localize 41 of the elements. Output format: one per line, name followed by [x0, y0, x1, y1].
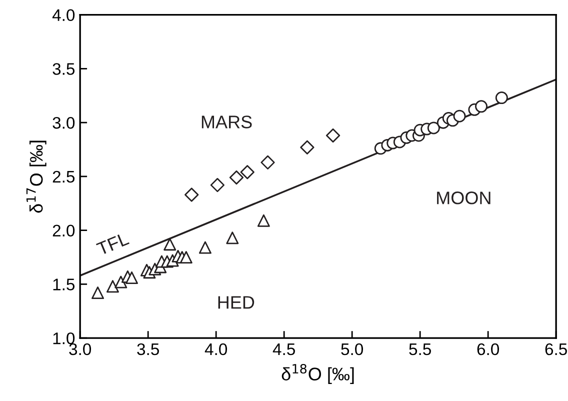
point — [126, 271, 138, 284]
x-tick-label: 3.0 — [69, 343, 92, 356]
x-tick-label: 5.0 — [341, 343, 364, 356]
point — [475, 100, 488, 113]
series-label: MARS — [202, 116, 252, 128]
point — [326, 128, 340, 143]
point — [114, 276, 128, 288]
y-axis-title: δ$^{17}$O [‰] — [26, 140, 46, 213]
point — [260, 155, 275, 170]
point — [300, 140, 314, 154]
point — [184, 188, 199, 202]
point — [164, 238, 176, 251]
point — [257, 214, 270, 227]
x-tick-label: 5.5 — [409, 344, 431, 356]
x-axis-title: δ$^{18}$O [‰] — [282, 364, 354, 384]
x-tick-label: 3.5 — [137, 343, 159, 356]
point — [180, 250, 192, 264]
y-tick-label: 3.5 — [52, 63, 75, 75]
point — [106, 280, 119, 293]
point — [92, 286, 104, 300]
point — [226, 232, 239, 244]
y-tick-label: 1.0 — [53, 332, 75, 344]
y-tick-label: 3.0 — [52, 116, 75, 129]
point — [229, 170, 244, 185]
point — [198, 241, 212, 254]
x-tick-label: 4.5 — [272, 344, 295, 356]
text: TFL — [96, 232, 130, 256]
point — [495, 92, 508, 104]
x-tick-label: 6.5 — [545, 343, 567, 356]
text: HED — [218, 296, 254, 309]
x-tick-label: 6.0 — [477, 343, 500, 356]
text: MOON — [437, 192, 490, 204]
point — [427, 122, 440, 134]
point — [240, 165, 254, 180]
y-tick-label: 4.0 — [52, 9, 75, 22]
y-tick-label: 2.5 — [52, 170, 75, 183]
point — [453, 110, 466, 122]
x-tick-label: 4.0 — [204, 343, 228, 356]
point — [210, 178, 225, 192]
y-tick-label: 1.5 — [53, 278, 75, 290]
y-tick-label: 2.0 — [52, 224, 75, 237]
